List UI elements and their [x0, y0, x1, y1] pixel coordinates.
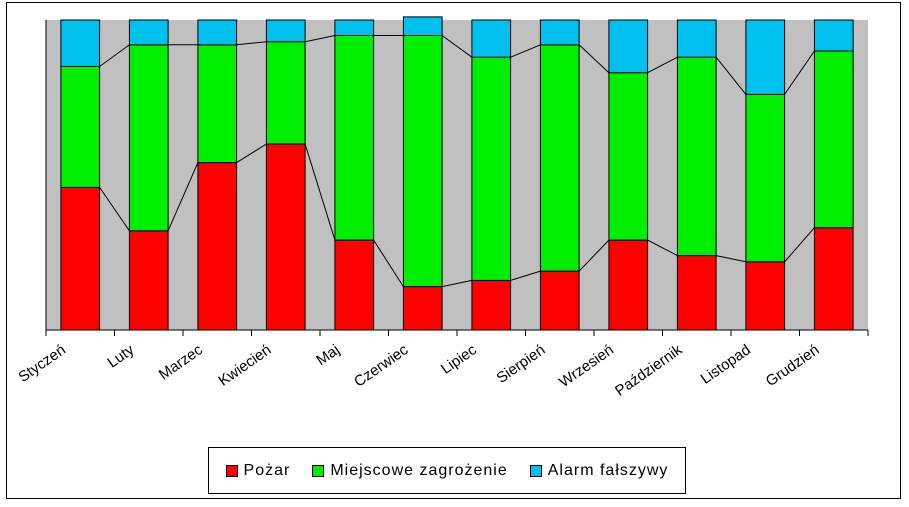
x-tick-label-8: Sierpień [494, 341, 549, 386]
bar-3-6 [402, 16, 443, 36]
bar-3-10 [676, 19, 717, 58]
series-line-1-3 [236, 143, 267, 164]
bar-3-11 [745, 19, 786, 95]
legend-label-alarm: Alarm fałszywy [547, 461, 669, 479]
bar-3-8 [539, 19, 580, 46]
series-line-1-4 [304, 143, 336, 241]
legend-item-alarm: Alarm fałszywy [529, 461, 669, 480]
bar-3-7 [471, 19, 512, 58]
legend-swatch-alarm [529, 464, 542, 477]
legend-label-miejscowe: Miejscowe zagrożenie [330, 461, 508, 479]
bar-2-9 [608, 72, 649, 241]
series-line-1-7 [510, 270, 541, 281]
legend-item-pozar: Pożar [225, 461, 291, 480]
bar-1-7 [471, 279, 512, 331]
x-tick-label-4: Kwiecień [215, 341, 274, 389]
bar-1-6 [402, 286, 443, 331]
bar-2-1 [60, 66, 101, 188]
x-tick-label-12: Grudzień [763, 341, 823, 390]
x-tick-label-5: Maj [313, 341, 343, 369]
bar-1-3 [197, 162, 238, 331]
series-line-1-10 [715, 255, 747, 263]
series-line-2-10 [715, 56, 747, 95]
x-tick-label-3: Marzec [156, 341, 206, 383]
bar-2-6 [402, 35, 443, 288]
series-line-2-9 [647, 56, 678, 74]
bar-3-2 [128, 19, 169, 46]
series-line-2-7 [510, 44, 541, 58]
legend-swatch-pozar [225, 464, 238, 477]
bar-1-4 [265, 143, 306, 331]
bar-1-8 [539, 270, 580, 331]
bar-1-11 [745, 261, 786, 331]
bar-1-5 [334, 239, 375, 331]
x-tick-label-10: Październik [612, 341, 686, 400]
series-line-2-8 [578, 44, 610, 74]
bar-2-7 [471, 56, 512, 281]
plot-area [46, 20, 868, 330]
bar-2-2 [128, 44, 169, 232]
series-line-2-4 [304, 35, 336, 43]
bar-1-10 [676, 255, 717, 331]
series-line-2-3 [236, 41, 267, 46]
bar-2-5 [334, 35, 375, 241]
bar-3-5 [334, 19, 375, 36]
bar-1-2 [128, 230, 169, 331]
x-tick-label-6: Czerwiec [351, 341, 412, 391]
x-tick-label-9: Wrzesień [556, 341, 617, 391]
series-line-1-1 [99, 187, 130, 232]
series-line-1-9 [647, 239, 678, 257]
bar-1-9 [608, 239, 649, 331]
series-line-1-5 [373, 239, 404, 287]
bar-2-10 [676, 56, 717, 257]
bar-3-9 [608, 19, 649, 74]
series-line-1-11 [784, 227, 815, 263]
bar-1-12 [813, 227, 854, 331]
series-line-1-8 [578, 239, 610, 272]
bar-2-4 [265, 41, 306, 145]
x-tick-label-2: Luty [104, 341, 137, 371]
bar-2-3 [197, 44, 238, 164]
bar-3-3 [197, 19, 238, 46]
bar-2-12 [813, 50, 854, 229]
series-line-2-1 [99, 44, 130, 67]
series-line-1-6 [441, 279, 473, 288]
bar-3-4 [265, 19, 306, 43]
series-line-2-11 [784, 50, 815, 95]
legend: Pożar Miejscowe zagrożenie Alarm fałszyw… [208, 447, 686, 494]
x-tick-label-1: Styczeń [15, 341, 68, 386]
series-line-1-2 [167, 162, 199, 232]
legend-label-pozar: Pożar [243, 461, 291, 479]
x-tick-label-11: Listopad [698, 341, 754, 387]
bar-2-11 [745, 93, 786, 263]
legend-swatch-miejscowe [312, 464, 325, 477]
series-line-2-6 [441, 35, 473, 58]
bar-3-1 [60, 19, 101, 67]
x-tick-label-7: Lipiec [438, 341, 480, 378]
legend-item-miejscowe: Miejscowe zagrożenie [312, 462, 507, 480]
bar-3-12 [813, 19, 854, 52]
bar-1-1 [60, 186, 101, 331]
bar-2-8 [539, 44, 580, 272]
